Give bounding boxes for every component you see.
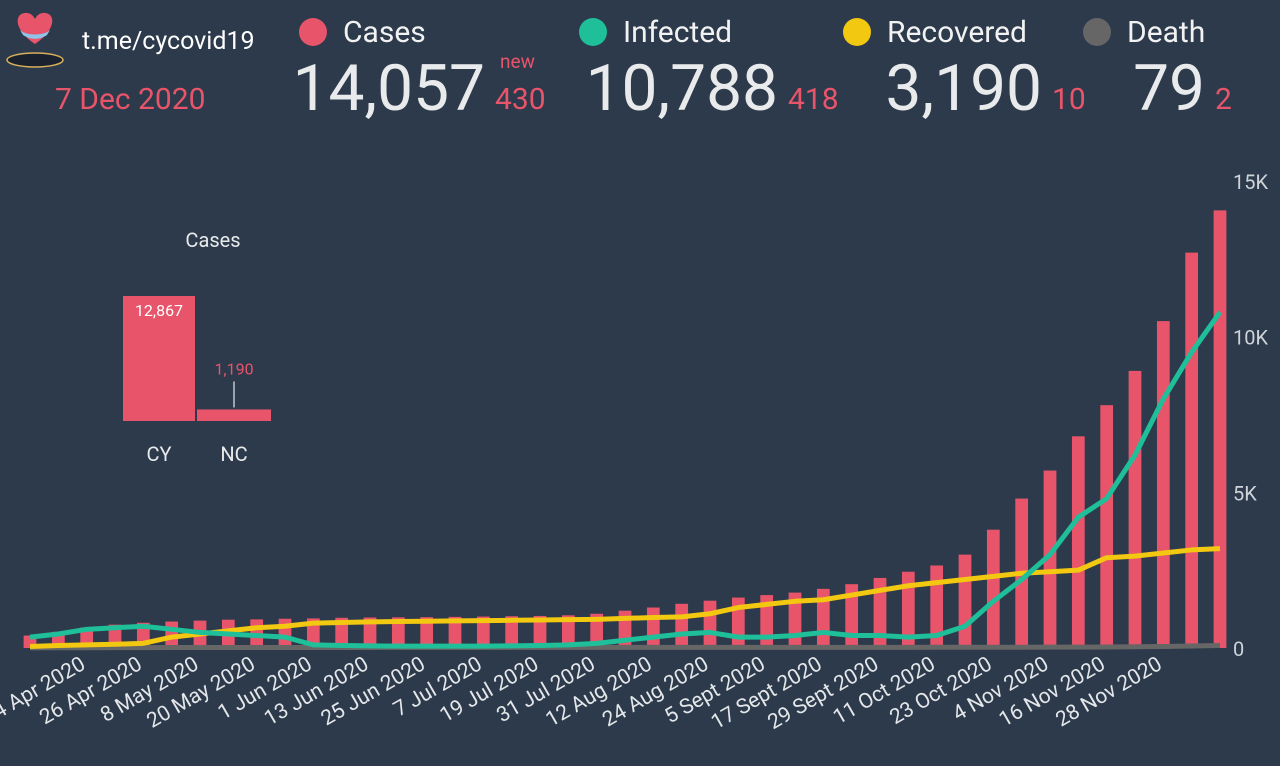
value-label: 1,190 [214,359,253,378]
legend-label: Infected [623,15,732,50]
total-value: 14,057 [293,51,485,126]
bar [391,617,405,648]
line [29,643,1221,651]
new-value: 2 [1215,82,1232,117]
bar [505,616,519,648]
new-value: 10 [1052,82,1086,117]
bar [958,554,972,648]
bar [1185,252,1199,648]
bar [335,617,349,648]
inset-bar [197,409,271,421]
legend-dot [1083,18,1111,46]
legend-label: Recovered [887,15,1027,50]
bar [703,600,717,648]
legend-dot [579,18,607,46]
bar [561,615,575,648]
channel-link: t.me/cycovid19 [82,27,255,56]
bar [845,584,859,648]
legend-dot [843,18,871,46]
logo [6,12,64,68]
y-tick-label: 0 [1233,637,1244,661]
bar [873,577,887,648]
new-value: 418 [788,82,839,117]
bar [1213,210,1227,648]
y-tick-label: 5K [1233,481,1257,505]
total-value: 10,788 [586,51,778,126]
bar [590,613,604,648]
bar [1043,470,1057,648]
bar [986,529,1000,648]
legend-label: Cases [343,15,426,50]
y-tick-label: 15K [1233,170,1268,194]
legend-label: Death [1127,15,1205,50]
bar [533,615,547,648]
bar [420,617,434,648]
bar [278,618,292,648]
bar [1156,321,1170,648]
inset-title: Cases [185,228,240,252]
bar [476,616,490,648]
bar [363,617,377,648]
bar [646,607,660,648]
bar [675,603,689,648]
total-value: 79 [1133,51,1205,126]
new-label: new [500,50,535,73]
value-label: 12,867 [135,301,183,320]
inset-bar [123,296,195,421]
date: 7 Dec 2020 [55,82,205,117]
total-value: 3,190 [886,51,1042,126]
y-tick-label: 10K [1233,326,1268,350]
inset-category: NC [220,442,247,466]
line [29,310,1223,649]
inset-category: CY [146,442,171,466]
legend-dot [299,18,327,46]
bar [448,616,462,648]
bar [1128,370,1142,648]
new-value: 430 [495,82,546,117]
bar [901,571,915,648]
bar [1100,405,1114,648]
bar [1071,436,1085,648]
bar [930,565,944,648]
line [29,546,1221,649]
